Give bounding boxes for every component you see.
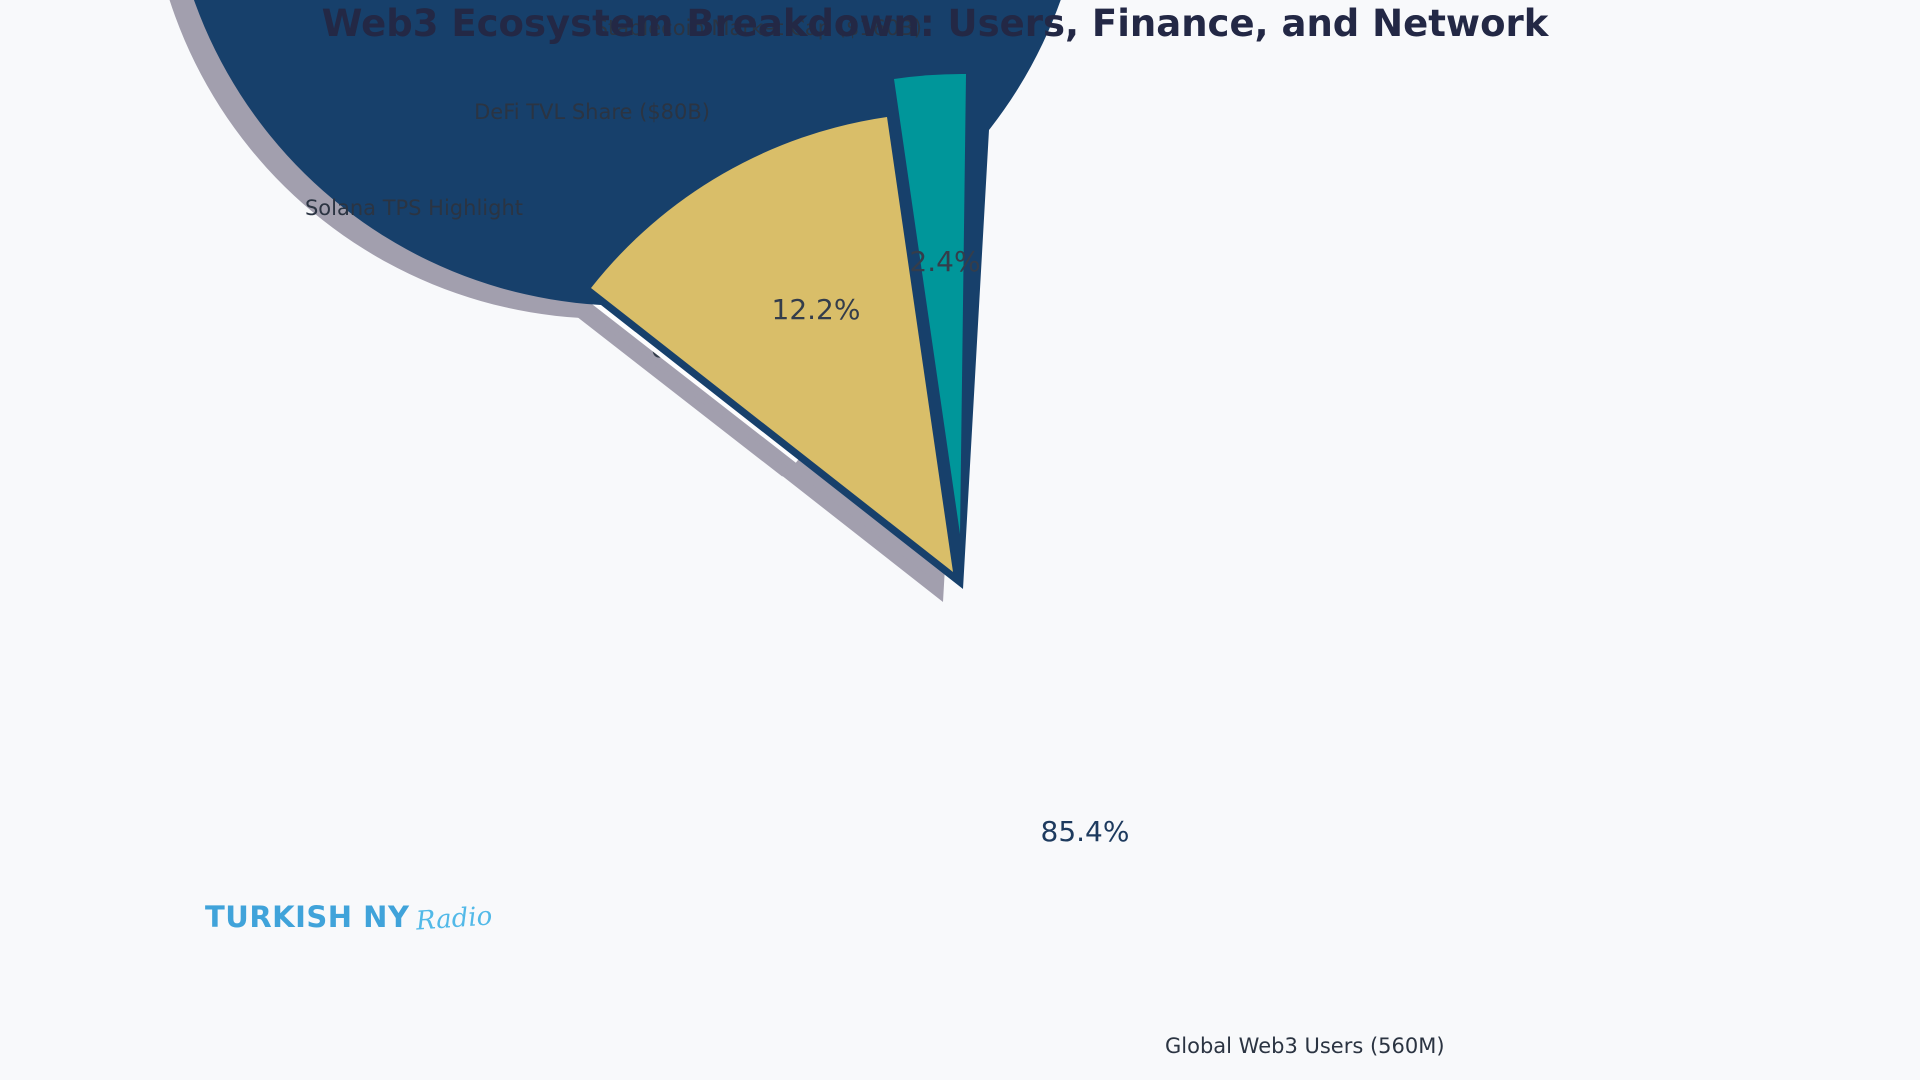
watermark-script: Radio — [415, 901, 494, 937]
percent-labels: 2.4% 12.2% 85.4% — [772, 245, 1130, 848]
label-stablecoin: Stablecoin Market Cap ($160B) — [595, 16, 922, 40]
wedge-labels: Stablecoin Market Cap ($160B) DeFi TVL S… — [305, 16, 1445, 1058]
chart-title: Web3 Ecosystem Breakdown: Users, Finance… — [322, 2, 1550, 45]
label-defi-tvl: DeFi TVL Share ($80B) — [474, 100, 710, 124]
watermark-name: TURKISH NY — [205, 900, 410, 934]
slice-stablecoin — [894, 73, 966, 535]
pct-defi-tvl: 12.2% — [772, 293, 861, 326]
shadow-solana-needle — [525, 269, 788, 477]
label-solana-tps: Solana TPS Highlight — [305, 196, 523, 220]
pct-stablecoin: 2.4% — [909, 245, 980, 278]
wedges — [194, 0, 1061, 589]
pct-global-web3-users: 85.4% — [1041, 815, 1130, 848]
slice-defi-tvl — [591, 117, 953, 572]
watermark-logo: TURKISH NY Radio — [205, 900, 494, 937]
label-global-web3-users: Global Web3 Users (560M) — [1165, 1034, 1445, 1058]
